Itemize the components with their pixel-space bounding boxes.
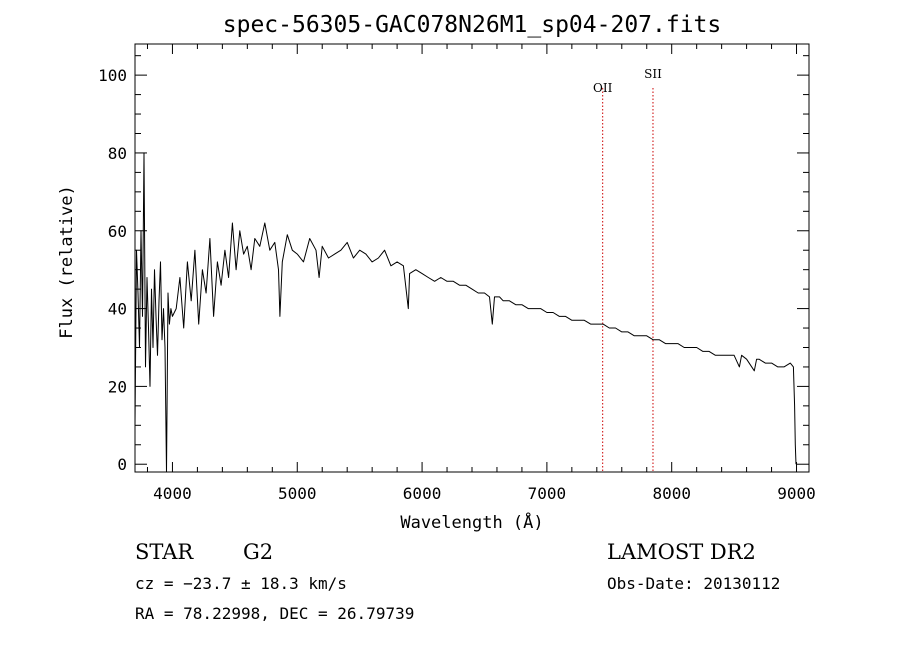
y-tick-label: 0 — [117, 455, 127, 474]
object-class: STAR — [135, 540, 194, 564]
x-tick-label: 9000 — [777, 484, 816, 503]
survey-name: LAMOST DR2 — [607, 540, 756, 564]
spectrum-line — [134, 152, 797, 473]
spectral-subclass: G2 — [243, 540, 274, 564]
y-tick-label: 40 — [108, 300, 127, 319]
x-axis-label: Wavelength (Å) — [400, 511, 543, 533]
y-axis-label: Flux (relative) — [57, 185, 77, 339]
x-tick-label: 6000 — [403, 484, 442, 503]
x-tick-label: 7000 — [528, 484, 567, 503]
emission-line-markers: OII SII — [593, 67, 662, 472]
redshift-cz: cz = −23.7 ± 18.3 km/s — [135, 574, 347, 593]
emission-line-label: OII — [593, 81, 613, 95]
y-tick-label: 20 — [108, 377, 127, 396]
x-tick-label: 5000 — [278, 484, 317, 503]
x-tick-label: 4000 — [153, 484, 192, 503]
y-axis: 0 20 40 60 80 100 — [98, 55, 809, 474]
x-axis: 4000 5000 6000 7000 8000 9000 — [146, 44, 816, 503]
plot-frame — [134, 43, 810, 473]
y-tick-label: 100 — [98, 66, 127, 85]
y-tick-label: 60 — [108, 222, 127, 241]
chart-title: spec-56305-GAC078N26M1_sp04-207.fits — [223, 12, 722, 38]
observation-date: Obs-Date: 20130112 — [607, 574, 781, 593]
y-tick-label: 80 — [108, 144, 127, 163]
emission-line-label: SII — [644, 67, 662, 81]
x-tick-label: 8000 — [652, 484, 691, 503]
coordinates: RA = 78.22998, DEC = 26.79739 — [135, 604, 415, 623]
